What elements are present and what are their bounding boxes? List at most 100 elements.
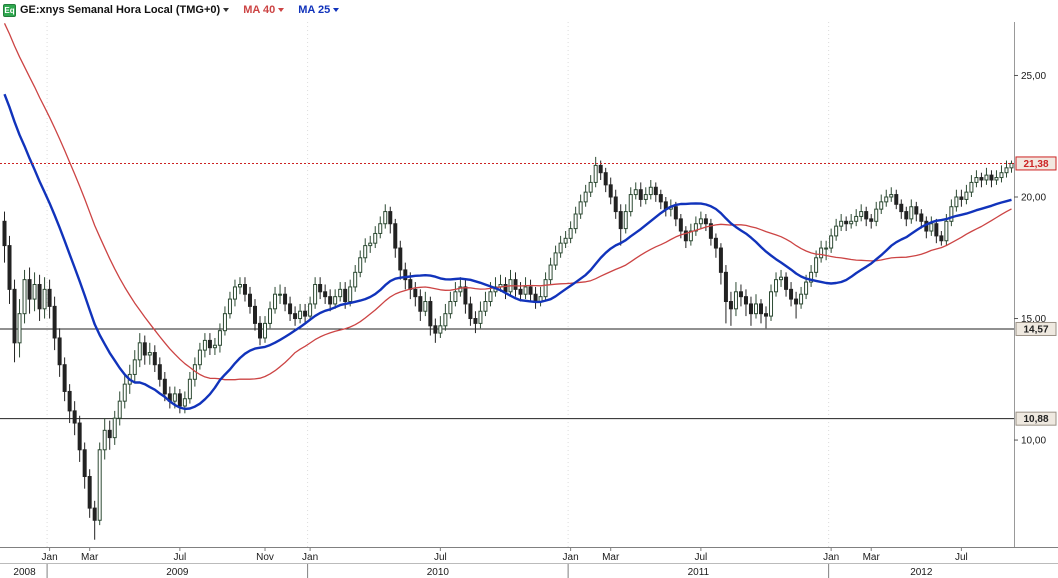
candle-body <box>423 301 428 312</box>
candle-body <box>944 220 949 242</box>
candle-body <box>488 291 493 303</box>
candle-body <box>889 194 894 198</box>
candle-body <box>313 284 318 305</box>
candle-body <box>613 196 618 213</box>
ma40-dropdown[interactable]: MA 40 <box>243 4 285 16</box>
candle-body <box>363 245 368 259</box>
candle-body <box>368 242 373 247</box>
candle-body <box>177 393 182 407</box>
candle-body <box>513 279 518 290</box>
candle-body <box>728 301 733 310</box>
candle-body <box>703 218 708 225</box>
candle-body <box>87 476 92 509</box>
candle-body <box>879 201 884 210</box>
candle-body <box>227 298 232 315</box>
ma-line-40[interactable] <box>3 23 1012 381</box>
candle-body <box>623 211 628 230</box>
candle-body <box>343 288 348 303</box>
candles-layer <box>2 156 1014 540</box>
candle-body <box>779 276 784 281</box>
candle-body <box>999 172 1004 179</box>
candle-body <box>683 230 688 242</box>
candle-body <box>503 284 508 293</box>
candle-body <box>107 429 112 439</box>
candle-body <box>328 296 333 305</box>
candle-body <box>232 286 237 300</box>
chevron-down-icon[interactable] <box>333 8 340 12</box>
candle-body <box>333 296 338 305</box>
equity-badge: Eq <box>3 3 16 17</box>
candle-body <box>483 301 488 312</box>
price-tag-box <box>1015 156 1057 171</box>
symbol-dropdown[interactable]: GE:xnys Semanal Hora Local (TMG+0) <box>20 4 230 16</box>
price-tag-label: 14,57 <box>1023 324 1048 335</box>
candle-body <box>914 206 919 215</box>
candle-body <box>784 276 789 290</box>
candle-body <box>964 191 969 200</box>
x-axis-month-label: Jul <box>173 552 186 563</box>
candle-body <box>152 352 157 366</box>
candle-body <box>32 284 37 300</box>
toolbar: Eq GE:xnys Semanal Hora Local (TMG+0) MA… <box>0 0 1058 20</box>
candle-body <box>373 232 378 244</box>
candle-body <box>688 230 693 242</box>
candle-body <box>77 422 82 451</box>
candle-body <box>528 286 533 295</box>
candle-body <box>97 449 102 521</box>
candle-body <box>383 211 388 225</box>
candle-body <box>583 191 588 203</box>
x-axis-month-label: Jan <box>42 552 58 563</box>
candle-body <box>864 211 869 220</box>
candle-body <box>894 194 899 205</box>
candle-body <box>52 305 57 339</box>
candle-body <box>478 310 483 324</box>
candle-body <box>388 211 393 225</box>
candle-body <box>869 218 874 222</box>
candle-body <box>237 284 242 288</box>
candle-body <box>708 223 713 239</box>
candle-body <box>253 305 257 324</box>
candle-body <box>633 189 638 196</box>
candle-body <box>82 449 87 478</box>
candle-body <box>548 264 553 281</box>
candle-body <box>723 271 728 303</box>
candle-body <box>588 181 593 193</box>
chevron-down-icon[interactable] <box>278 8 285 12</box>
candle-body <box>403 269 408 281</box>
candle-body <box>187 378 192 400</box>
candle-body <box>979 177 984 181</box>
candle-body <box>598 164 603 174</box>
candle-body <box>989 174 994 181</box>
price-tag-box <box>1015 321 1057 336</box>
candle-body <box>443 313 448 327</box>
candle-body <box>568 228 573 239</box>
ma25-dropdown[interactable]: MA 25 <box>298 4 340 16</box>
y-axis-label: 15,00 <box>1021 314 1046 325</box>
x-axis-month-label: Jan <box>302 552 318 563</box>
x-axis-month-label: Jul <box>955 552 968 563</box>
candle-body <box>303 310 308 317</box>
ma-line-25[interactable] <box>3 93 1012 411</box>
x-axis-year-label: 2010 <box>427 567 450 578</box>
candle-body <box>593 164 598 183</box>
chevron-down-icon[interactable] <box>223 8 230 12</box>
candle-body <box>804 281 809 295</box>
candle-body <box>558 242 563 254</box>
candle-body <box>323 291 328 298</box>
candle-body <box>834 225 839 237</box>
candle-body <box>17 313 22 344</box>
y-axis-label: 20,00 <box>1021 193 1046 204</box>
candle-body <box>653 186 658 196</box>
candle-body <box>949 206 954 222</box>
price-chart[interactable]: 25,00 20,00 15,00 10,00 21,38 14,57 10,88 Jan Ma… <box>0 20 1058 578</box>
x-axis-year-label: 2009 <box>166 567 189 578</box>
candle-body <box>212 344 217 349</box>
candle-body <box>263 322 268 339</box>
candle-body <box>448 301 453 315</box>
candle-body <box>172 393 177 402</box>
candle-body <box>37 284 42 310</box>
candle-body <box>824 247 829 250</box>
candle-body <box>954 196 959 208</box>
candle-body <box>62 364 67 392</box>
candle-body <box>283 293 288 305</box>
